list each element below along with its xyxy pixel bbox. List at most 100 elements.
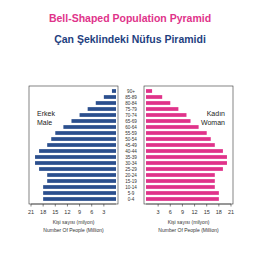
tick-label: 18: [40, 209, 46, 215]
category-label: 10-14: [125, 185, 137, 190]
category-label: 80-84: [125, 101, 137, 106]
bar: [63, 125, 116, 129]
tick-label: 21: [28, 209, 34, 215]
bar: [35, 161, 116, 165]
tick-label: 18: [216, 209, 222, 215]
bars: [35, 89, 116, 201]
tick: [170, 204, 171, 207]
bar: [146, 185, 215, 189]
bar: [47, 173, 116, 177]
bar: [146, 197, 219, 201]
bar: [47, 143, 116, 147]
bar: [43, 191, 116, 195]
bar: [39, 149, 116, 153]
bar: [146, 101, 170, 105]
series-label: Male: [37, 119, 52, 126]
tick: [91, 204, 92, 207]
axis-label: Number Of People (Million): [43, 227, 104, 233]
category-label: 90+: [127, 89, 135, 94]
tick: [231, 204, 232, 207]
bar: [146, 113, 186, 117]
tick: [79, 204, 80, 207]
series-label: Kadın: [207, 110, 225, 117]
chart: Bell-Shaped Population Pyramid Çan Şeklin…: [0, 0, 260, 280]
bar: [146, 95, 162, 99]
bar: [43, 197, 116, 201]
tick-label: 3: [102, 209, 105, 215]
tick-label: 9: [78, 209, 81, 215]
axis-label: Kişi sayısı (milyon): [53, 219, 95, 225]
category-label: 65-69: [125, 119, 137, 124]
axis-label: Number Of People (Million): [158, 227, 219, 233]
bar: [146, 179, 215, 183]
category-label: 60-64: [125, 125, 137, 130]
category-label: 50-54: [125, 137, 137, 142]
category-label: 30-34: [125, 161, 137, 166]
tick: [43, 204, 44, 207]
category-label: 15-19: [125, 179, 137, 184]
category-label: 45-49: [125, 143, 137, 148]
bar: [96, 101, 116, 105]
bar: [146, 119, 191, 123]
tick-label: 3: [157, 209, 160, 215]
bars: [146, 89, 227, 201]
tick-label: 6: [169, 209, 172, 215]
x-axis-line: [31, 204, 116, 205]
category-label: 70-74: [125, 113, 137, 118]
bar: [146, 161, 227, 165]
category-label: 75-79: [125, 107, 137, 112]
bar: [39, 167, 116, 171]
subtitle: Çan Şeklindeki Nüfus Piramidi: [54, 33, 206, 45]
tick-label: 12: [64, 209, 70, 215]
tick: [67, 204, 68, 207]
tick: [218, 204, 219, 207]
bar: [146, 173, 215, 177]
bar: [146, 131, 207, 135]
tick-label: 6: [90, 209, 93, 215]
bar: [146, 155, 227, 159]
tick-label: 9: [181, 209, 184, 215]
bar: [146, 107, 178, 111]
tick: [103, 204, 104, 207]
tick: [182, 204, 183, 207]
bar: [35, 155, 116, 159]
tick-label: 21: [228, 209, 234, 215]
bar: [112, 89, 116, 93]
category-label: 20-24: [125, 173, 137, 178]
tick: [206, 204, 207, 207]
axis-label: Kişi sayısı (milyon): [168, 219, 210, 225]
bar: [43, 185, 116, 189]
series-label: Woman: [201, 119, 225, 126]
bar: [146, 149, 223, 153]
bar: [146, 89, 152, 93]
bar: [104, 95, 116, 99]
tick: [55, 204, 56, 207]
tick: [158, 204, 159, 207]
x-axis-line: [146, 204, 231, 205]
category-label: 55-59: [125, 131, 137, 136]
bar: [71, 119, 116, 123]
category-label: 35-39: [125, 155, 137, 160]
category-label: 85-89: [125, 95, 137, 100]
bar: [51, 137, 116, 141]
bar: [146, 143, 215, 147]
title: Bell-Shaped Population Pyramid: [49, 12, 211, 24]
bar: [55, 131, 116, 135]
bar: [146, 125, 199, 129]
tick-label: 12: [192, 209, 198, 215]
panel-frame: [29, 86, 118, 204]
category-label: 25-29: [125, 167, 137, 172]
bar: [47, 179, 116, 183]
category-label: 0-4: [128, 197, 135, 202]
tick: [194, 204, 195, 207]
category-label: 40-44: [125, 149, 137, 154]
background: [0, 0, 260, 280]
bar: [80, 113, 116, 117]
bar: [146, 137, 211, 141]
tick: [31, 204, 32, 207]
bar: [146, 191, 219, 195]
category-label: 5-9: [128, 191, 135, 196]
series-label: Erkek: [37, 110, 55, 117]
tick-label: 15: [52, 209, 58, 215]
panel-frame: [144, 86, 233, 204]
